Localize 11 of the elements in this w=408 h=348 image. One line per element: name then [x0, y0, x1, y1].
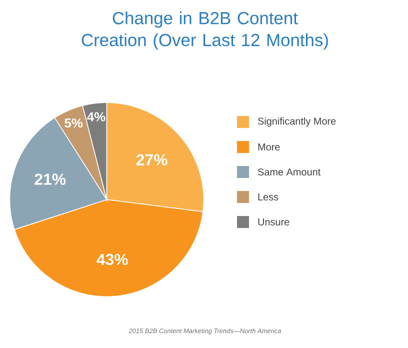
data-label: 27% — [136, 154, 168, 166]
chart-title: Change in B2B Content Creation (Over Last 12 Months) — [82, 12, 328, 50]
data-label: 4% — [87, 112, 106, 122]
legend-label: Less — [258, 194, 278, 200]
legend-label: Same Amount — [258, 168, 321, 176]
legend-label: Significantly More — [258, 117, 336, 127]
data-label: 21% — [34, 174, 66, 185]
legend-label: Unsure — [258, 218, 290, 226]
data-label: 43% — [96, 254, 128, 266]
data-label: 5% — [64, 118, 83, 128]
legend-label: More — [258, 144, 280, 150]
